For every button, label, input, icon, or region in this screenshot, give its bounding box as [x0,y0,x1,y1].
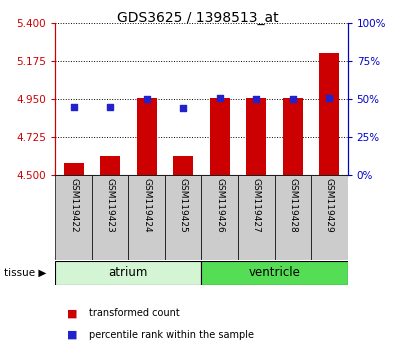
Point [326,95,333,101]
Text: GSM119428: GSM119428 [288,178,297,233]
Bar [55,175,92,260]
Bar [201,261,348,285]
Point [253,96,260,102]
Bar [311,175,348,260]
Text: GSM119424: GSM119424 [142,178,151,233]
Point [216,95,223,101]
Bar [92,175,128,260]
Text: GSM119422: GSM119422 [69,178,78,233]
Text: GDS3625 / 1398513_at: GDS3625 / 1398513_at [117,11,278,25]
Bar [275,175,311,260]
Text: GSM119423: GSM119423 [105,178,115,233]
Bar [238,175,275,260]
Point [290,96,296,102]
Text: GSM119425: GSM119425 [179,178,188,233]
Bar [100,156,120,175]
Bar [165,175,201,260]
Text: transformed count: transformed count [89,308,180,318]
Text: GSM119426: GSM119426 [215,178,224,233]
Point [143,96,150,102]
Point [180,105,186,111]
Text: ■: ■ [67,308,78,318]
Point [70,104,77,110]
Bar [201,175,238,260]
Bar [246,98,266,175]
Text: tissue ▶: tissue ▶ [4,268,46,278]
Text: ■: ■ [67,330,78,339]
Bar [173,156,193,175]
Text: atrium: atrium [109,267,148,279]
Text: ventricle: ventricle [248,267,301,279]
Bar [55,261,201,285]
Bar [137,98,157,175]
Text: GSM119429: GSM119429 [325,178,334,233]
Bar [210,98,230,175]
Bar [64,164,84,175]
Bar [128,175,165,260]
Bar [283,98,303,175]
Text: GSM119427: GSM119427 [252,178,261,233]
Bar [319,53,339,175]
Text: percentile rank within the sample: percentile rank within the sample [89,330,254,339]
Point [107,104,113,110]
